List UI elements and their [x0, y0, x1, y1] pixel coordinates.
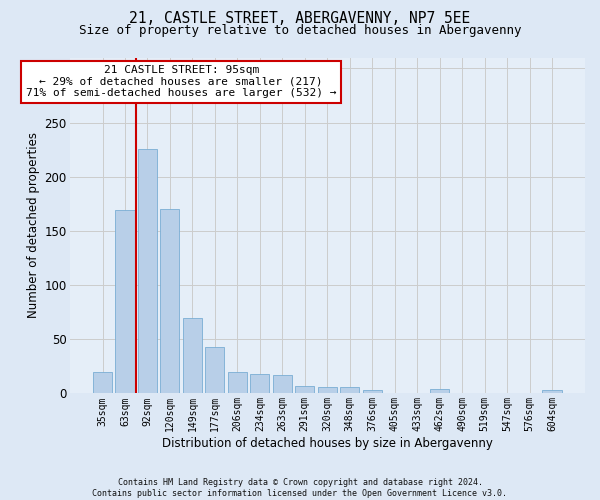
Text: 21 CASTLE STREET: 95sqm
← 29% of detached houses are smaller (217)
71% of semi-d: 21 CASTLE STREET: 95sqm ← 29% of detache…: [26, 65, 337, 98]
Bar: [362, 390, 382, 394]
Text: Contains HM Land Registry data © Crown copyright and database right 2024.
Contai: Contains HM Land Registry data © Crown c…: [92, 478, 508, 498]
Bar: [183, 318, 202, 394]
Bar: [160, 209, 179, 394]
Bar: [340, 387, 359, 394]
Bar: [295, 386, 314, 394]
Bar: [430, 389, 449, 394]
Bar: [250, 374, 269, 394]
Bar: [318, 387, 337, 394]
Bar: [138, 148, 157, 394]
Bar: [93, 372, 112, 394]
Y-axis label: Number of detached properties: Number of detached properties: [28, 132, 40, 318]
Bar: [273, 375, 292, 394]
Bar: [115, 210, 134, 394]
Text: 21, CASTLE STREET, ABERGAVENNY, NP7 5EE: 21, CASTLE STREET, ABERGAVENNY, NP7 5EE: [130, 11, 470, 26]
Bar: [205, 347, 224, 394]
X-axis label: Distribution of detached houses by size in Abergavenny: Distribution of detached houses by size …: [162, 437, 493, 450]
Text: Size of property relative to detached houses in Abergavenny: Size of property relative to detached ho…: [79, 24, 521, 37]
Bar: [542, 390, 562, 394]
Bar: [228, 372, 247, 394]
